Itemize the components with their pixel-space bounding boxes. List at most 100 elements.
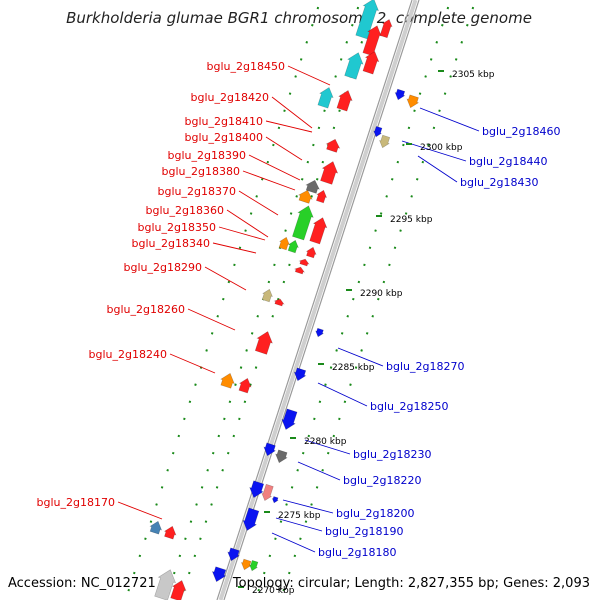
gene-arrow-shape	[320, 161, 339, 185]
gene-arrow	[355, 0, 379, 40]
gene-label: bglu_2g18200	[336, 507, 414, 520]
gene-arrow-shape	[227, 547, 240, 562]
gene-arrow-shape	[305, 246, 317, 259]
gene-arrow	[271, 496, 279, 504]
gene-arrow-shape	[317, 87, 334, 109]
gene-features	[149, 0, 420, 600]
gene-arrow-shape	[271, 496, 279, 504]
gene-label: bglu_2g18260	[107, 303, 185, 316]
gene-arrow-shape	[220, 372, 235, 389]
label-leader	[204, 266, 247, 291]
gene-arrow-shape	[261, 483, 274, 502]
scale-ticks: 2305 kbp 2300 kbp 2295 kbp 2290 kbp 2285 kbp…	[238, 70, 495, 596]
gene-arrow-shape	[263, 442, 277, 457]
label-leader	[401, 140, 467, 162]
gene-label: bglu_2g18270	[386, 360, 464, 373]
gene-arrow	[293, 367, 307, 382]
label-leader	[265, 120, 313, 133]
label-leaders	[117, 65, 480, 553]
gene-label: bglu_2g18290	[124, 261, 202, 274]
gene-arrow-shape	[305, 179, 320, 194]
scale-tick-label: 2270 kbp	[252, 586, 295, 596]
gene-arrow	[238, 377, 252, 394]
label-leader	[265, 136, 303, 161]
scale-tick-label: 2300 kbp	[420, 143, 463, 153]
scale-tick-label: 2285 kbp	[332, 363, 375, 373]
gene-arrow	[275, 449, 288, 464]
gene-arrow	[242, 507, 260, 531]
label-leader	[271, 96, 313, 129]
gene-label: bglu_2g18460	[482, 125, 560, 138]
gene-label: bglu_2g18410	[185, 115, 263, 128]
topology-text: Topology: circular; Length: 2,827,355 bp…	[232, 576, 590, 591]
gene-arrow	[220, 372, 235, 389]
label-leader	[419, 107, 480, 132]
gene-arrow-shape	[373, 125, 383, 138]
gene-label: bglu_2g18430	[460, 176, 538, 189]
gene-arrow-shape	[355, 0, 379, 40]
gene-arrow	[379, 18, 393, 39]
label-leader	[317, 382, 368, 407]
gene-arrow	[293, 266, 306, 275]
gene-arrow	[394, 88, 406, 101]
gene-arrow-shape	[406, 94, 420, 109]
gene-label: bglu_2g18350	[138, 221, 216, 234]
gene-label: bglu_2g18180	[318, 546, 396, 559]
label-leader	[275, 517, 323, 532]
gene-arrow-shape	[316, 189, 328, 204]
gene-arrow-shape	[238, 377, 252, 394]
gene-arrow	[305, 246, 317, 259]
gene-arrow	[273, 298, 285, 307]
guide-dots	[254, 0, 452, 600]
gene-label: bglu_2g18400	[185, 131, 263, 144]
gene-arrow-shape	[211, 566, 227, 583]
gene-arrow	[373, 125, 383, 138]
gene-arrow-shape	[149, 520, 163, 535]
gene-arrow	[281, 408, 298, 430]
gene-arrow-shape	[292, 205, 314, 241]
gene-arrow	[325, 138, 341, 153]
scale-tick-label: 2275 kbp	[278, 511, 321, 521]
accession-text: Accession: NC_012721	[8, 576, 156, 591]
gene-label: bglu_2g18340	[132, 237, 210, 250]
gene-label: bglu_2g18190	[325, 525, 403, 538]
gene-label: bglu_2g18220	[343, 474, 421, 487]
guide-dots	[279, 0, 477, 600]
gene-arrow-shape	[379, 134, 391, 149]
gene-arrow-shape	[287, 239, 299, 254]
label-leader	[417, 155, 458, 183]
label-leader	[297, 461, 341, 481]
gene-arrow-shape	[293, 266, 306, 275]
gene-arrow	[170, 580, 187, 600]
gene-arrow	[379, 134, 391, 149]
gene-arrow	[320, 161, 339, 185]
label-leader	[117, 501, 163, 520]
label-leader	[337, 347, 384, 367]
gene-arrow-shape	[170, 580, 187, 600]
gene-label: bglu_2g18380	[162, 165, 240, 178]
gene-arrow	[249, 559, 259, 572]
scale-tick-label: 2295 kbp	[390, 215, 433, 225]
label-leader	[271, 532, 316, 553]
gene-arrow-shape	[278, 236, 290, 251]
dotted-guides	[124, 0, 477, 600]
gene-arrow-shape	[242, 507, 260, 531]
gene-arrow-shape	[394, 88, 406, 101]
gene-arrow-shape	[275, 449, 288, 464]
gene-arrow-shape	[362, 51, 380, 75]
label-leader	[248, 154, 301, 181]
label-leader	[242, 170, 296, 191]
label-leader	[169, 353, 216, 374]
gene-arrow-shape	[336, 90, 353, 112]
label-leader	[287, 65, 331, 86]
backbone	[216, 0, 420, 600]
gene-arrow	[211, 566, 227, 583]
gene-arrow	[309, 217, 328, 245]
label-leader	[282, 499, 334, 514]
gene-arrow-shape	[261, 288, 273, 303]
gene-arrow-shape	[344, 52, 364, 80]
gene-arrow	[149, 520, 163, 535]
gene-label: bglu_2g18450	[207, 60, 285, 73]
gene-arrow	[315, 327, 325, 338]
